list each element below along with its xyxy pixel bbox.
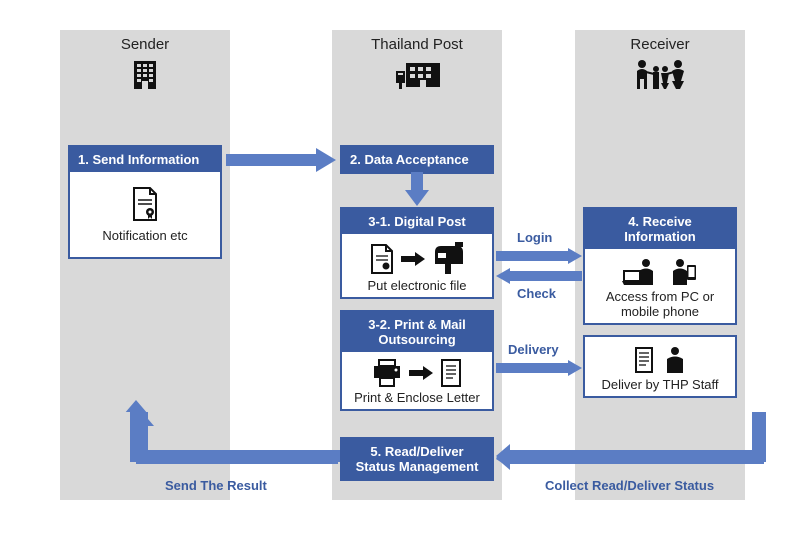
post-office-icon [332,57,502,106]
cleanup-patch [60,412,130,470]
box5-title: 5. Read/Deliver Status Management [342,439,492,479]
box4b-body: Deliver by THP Staff [585,337,735,396]
printer-icon [371,358,403,388]
box4-title: 4. Receive Information [585,209,735,249]
box4-body: Access from PC or mobile phone [585,249,735,323]
file-icon [369,243,395,275]
label-send-result: Send The Result [165,478,267,493]
box-digital-post: 3-1. Digital Post Put electronic file [340,207,494,299]
column-sender-title: Sender [60,30,230,57]
clipboard-icon [633,346,655,374]
label-collect: Collect Read/Deliver Status [545,478,714,493]
box-receive-info: 4. Receive Information Access from PC or… [583,207,737,325]
box31-title: 3-1. Digital Post [342,209,492,234]
staff-icon [663,345,687,375]
box-print-mail: 3-2. Print & Mail Outsourcing Print & En… [340,310,494,411]
letter-icon [439,358,463,388]
phone-user-icon [668,257,698,287]
box-send-information: 1. Send Information Notification etc [68,145,222,259]
arrow-1-to-2 [226,148,336,172]
sender-building-icon [60,57,230,106]
label-login: Login [517,230,552,245]
arrow-collect-clean [496,412,768,470]
arrow-send-result-clean [130,400,340,470]
box-data-acceptance: 2. Data Acceptance [340,145,494,174]
family-icon [575,57,745,106]
box4b-body-text: Deliver by THP Staff [589,377,731,392]
mailbox-icon [431,242,465,276]
box4-body-text: Access from PC or mobile phone [589,289,731,319]
box1-body-text: Notification etc [74,228,216,243]
box31-body: Put electronic file [342,234,492,297]
small-arrow-icon [401,252,425,266]
small-arrow-icon-2 [409,366,433,380]
label-delivery: Delivery [508,342,559,357]
box32-body-text: Print & Enclose Letter [346,390,488,405]
box-status-mgmt: 5. Read/Deliver Status Management [340,437,494,481]
box31-body-text: Put electronic file [346,278,488,293]
arrow-2-to-31 [405,172,429,206]
column-receiver-title: Receiver [575,30,745,57]
box-deliver-staff: Deliver by THP Staff [583,335,737,398]
document-icon [130,186,160,222]
box32-body: Print & Enclose Letter [342,352,492,409]
box32-title: 3-2. Print & Mail Outsourcing [342,312,492,352]
box2-title: 2. Data Acceptance [342,147,492,172]
arrow-delivery [496,360,582,376]
box1-title: 1. Send Information [70,147,220,172]
box1-body: Notification etc [70,172,220,257]
laptop-user-icon [622,257,656,287]
column-thai-title: Thailand Post [332,30,502,57]
label-check: Check [517,286,556,301]
arrow-check [496,268,582,284]
arrow-login [496,248,582,264]
